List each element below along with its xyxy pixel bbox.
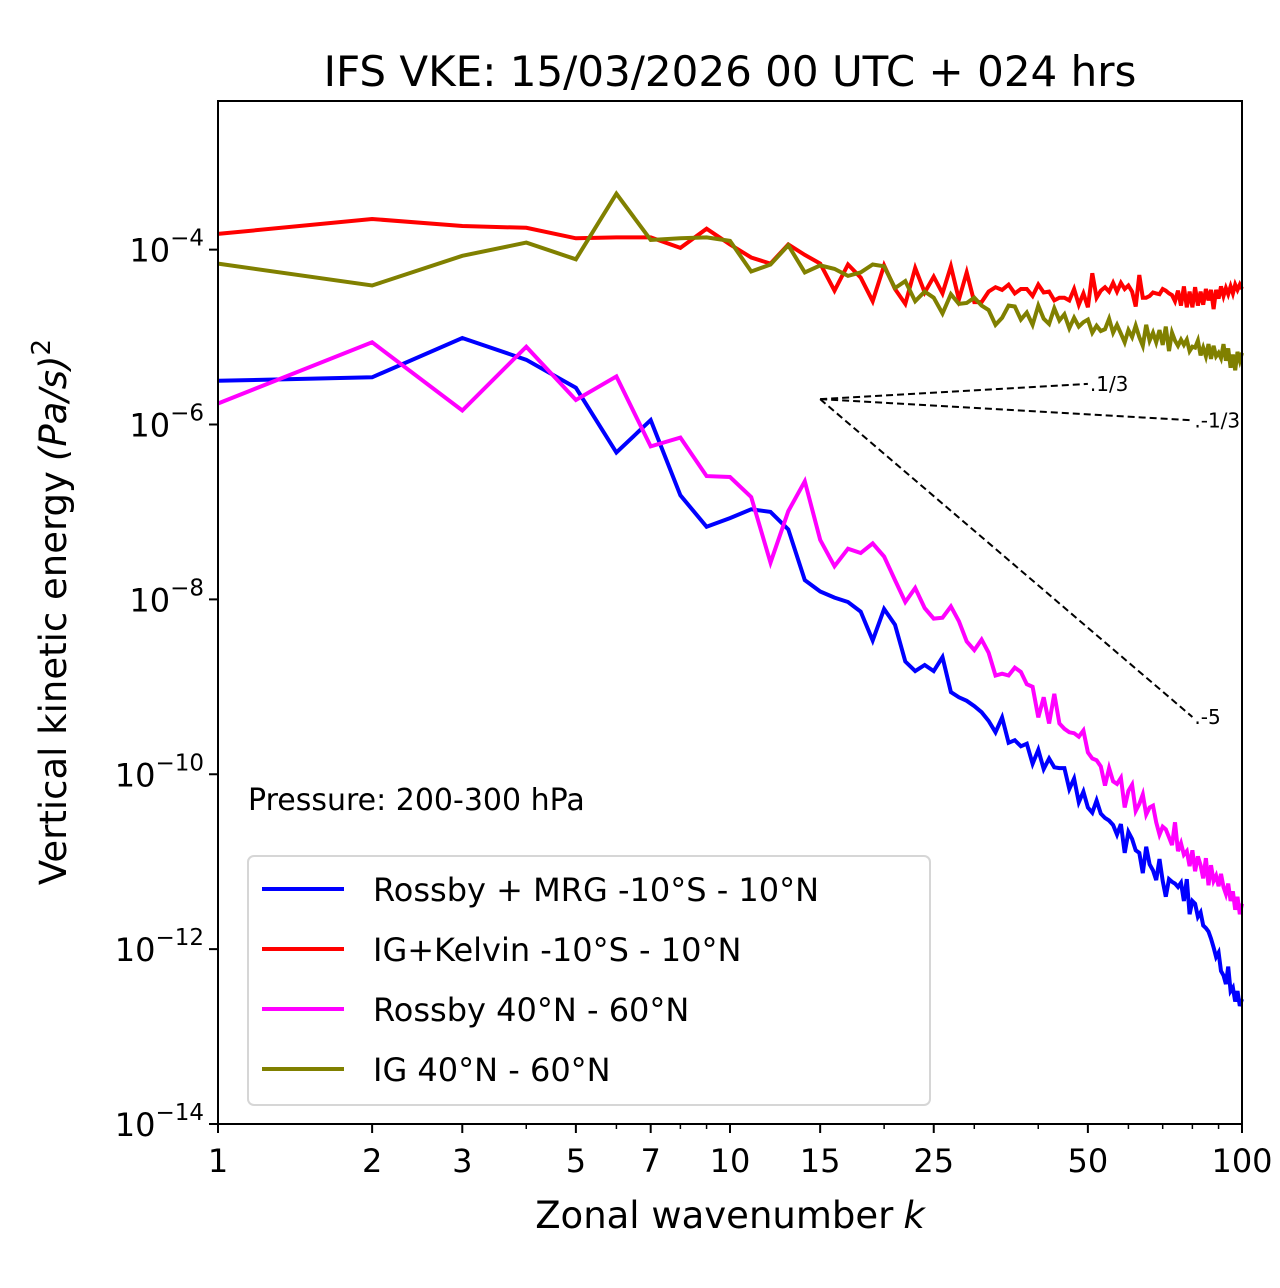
legend-label-0: Rossby + MRG -10°S - 10°N — [373, 871, 819, 909]
series-layer — [217, 190, 1244, 1007]
series-line-1 — [217, 216, 1244, 311]
series-line-2 — [217, 340, 1244, 915]
x-tick-label: 2 — [362, 1142, 382, 1180]
x-axis-label-var: k — [903, 1194, 926, 1237]
reference-slope-line-2 — [819, 398, 1194, 718]
reference-slopes: .1/3 .-1/3 .-5 — [819, 372, 1240, 729]
reference-slope-label-0: .1/3 — [1090, 372, 1129, 396]
y-axis-label-units: (Pa/s) — [32, 355, 75, 461]
y-tick-label: 10−6 — [129, 401, 204, 445]
reference-slope-line-1 — [820, 398, 1193, 422]
reference-slope-label-2: .-5 — [1194, 705, 1220, 729]
legend-label-1: IG+Kelvin -10°S - 10°N — [373, 931, 741, 969]
y-axis-label-text: Vertical kinetic energy — [32, 471, 75, 885]
y-tick-label: 10−14 — [115, 1100, 204, 1144]
y-axis-label-exp: 2 — [27, 339, 57, 356]
y-tick-label: 10−4 — [129, 226, 204, 270]
reference-slope-line-0 — [820, 382, 1088, 401]
y-tick-label: 10−10 — [115, 750, 204, 794]
x-tick-label: 10 — [710, 1142, 751, 1180]
legend-label-3: IG 40°N - 60°N — [373, 1051, 611, 1089]
y-tick-label: 10−12 — [115, 925, 204, 969]
pressure-annotation: Pressure: 200-300 hPa — [248, 783, 585, 818]
x-tick-label: 100 — [1211, 1142, 1272, 1180]
chart-title: IFS VKE: 15/03/2026 00 UTC + 024 hrs — [324, 47, 1137, 96]
legend: Rossby + MRG -10°S - 10°N IG+Kelvin -10°S… — [247, 855, 931, 1106]
series-line-0 — [217, 335, 1244, 1007]
x-tick-label: 25 — [913, 1142, 954, 1180]
legend-box — [247, 855, 931, 1106]
legend-label-2: Rossby 40°N - 60°N — [373, 991, 689, 1029]
x-axis-label-text: Zonal wavenumber — [535, 1194, 894, 1237]
y-axis-label: Vertical kinetic energy (Pa/s)2 — [27, 339, 75, 885]
y-tick-label: 10−8 — [129, 575, 204, 619]
series-line-3 — [217, 190, 1244, 371]
x-axis-ticks: 1 2 3 5 7 10 15 25 50 100 — [208, 1124, 1273, 1180]
x-tick-label: 1 — [208, 1142, 228, 1180]
x-tick-label: 5 — [566, 1142, 586, 1180]
x-tick-label: 3 — [452, 1142, 472, 1180]
x-axis-label: Zonal wavenumber k — [535, 1194, 926, 1237]
x-tick-label: 50 — [1068, 1142, 1109, 1180]
x-tick-label: 7 — [641, 1142, 661, 1180]
x-tick-label: 15 — [800, 1142, 841, 1180]
y-axis-ticks: 10−4 10−6 10−8 10−10 10−12 10−14 — [115, 226, 218, 1144]
reference-slope-label-1: .-1/3 — [1194, 408, 1240, 432]
